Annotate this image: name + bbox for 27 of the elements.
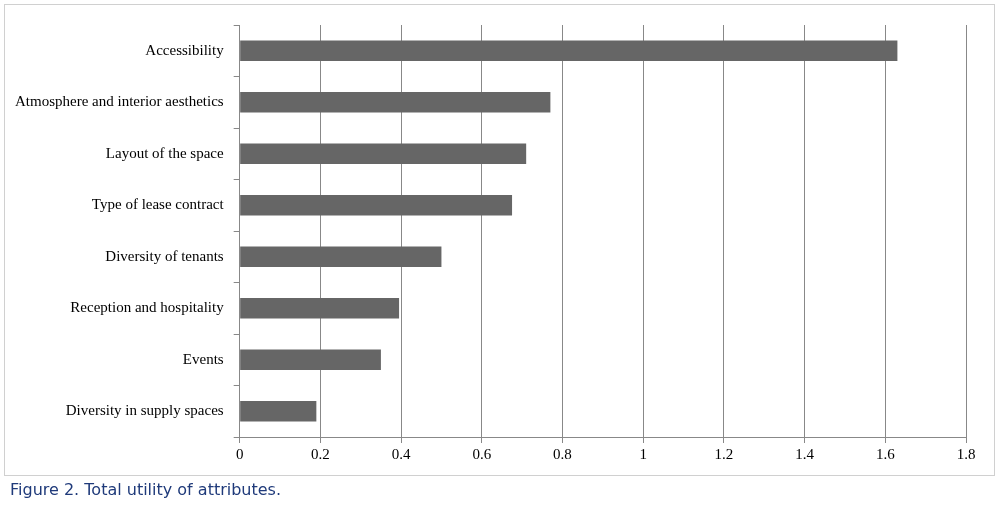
y-tick-label: Type of lease contract — [91, 196, 225, 213]
bar — [240, 400, 317, 422]
bar — [240, 194, 513, 216]
bar — [240, 143, 527, 165]
x-tick-label: 1 — [639, 445, 647, 462]
bar — [240, 91, 551, 113]
bar — [240, 297, 400, 319]
y-tick-label: Layout of the space — [105, 144, 225, 161]
x-tick-label: 1.8 — [956, 445, 976, 462]
x-tick-label: 0.2 — [311, 445, 330, 462]
x-tick-label: 0.4 — [391, 445, 411, 462]
y-tick-label: Diversity of tenants — [105, 247, 224, 264]
y-tick-label: Diversity in supply spaces — [65, 402, 224, 419]
x-tick-label: 1.4 — [795, 445, 815, 462]
x-tick-label: 0.6 — [472, 445, 492, 462]
bar — [240, 40, 898, 62]
bar — [240, 349, 381, 371]
x-tick-label: 1.2 — [714, 445, 734, 462]
x-tick-label: 1.6 — [875, 445, 896, 462]
bar — [240, 246, 442, 268]
y-tick-label: Reception and hospitality — [70, 299, 225, 316]
x-tick-label: 0.8 — [553, 445, 572, 462]
y-tick-label: Atmosphere and interior aesthetics — [14, 93, 224, 110]
y-tick-label: Accessibility — [145, 41, 225, 58]
x-tick-label: 0 — [235, 445, 244, 462]
y-tick-label: Events — [182, 350, 224, 367]
caption: Figure 2. Total utility of attributes. — [10, 480, 282, 499]
